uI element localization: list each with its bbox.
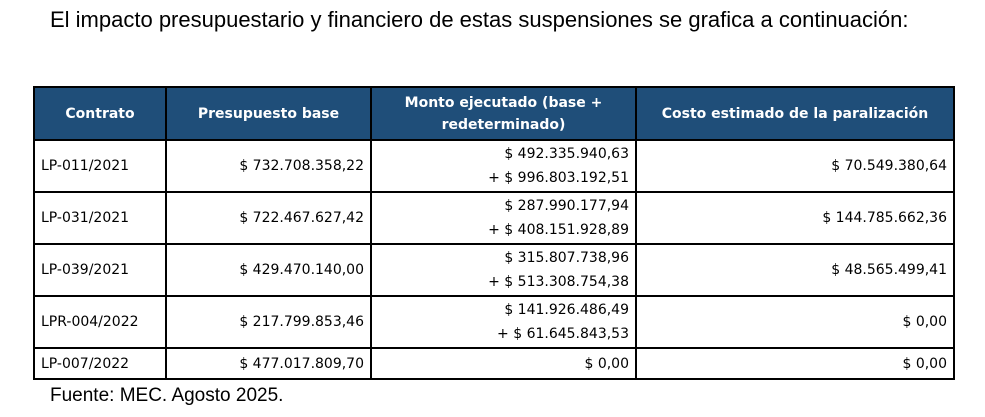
cell-presupuesto: $ 477.017.809,70 — [165, 347, 372, 380]
monto-base: $ 492.335.940,63 — [504, 146, 629, 162]
monto-redeterminado: + $ 513.308.754,38 — [488, 274, 629, 290]
budget-table: Contrato Presupuesto base Monto ejecutad… — [33, 86, 955, 380]
table-row: LPR-004/2022 $ 217.799.853,46 $ 141.926.… — [33, 295, 955, 349]
cell-contrato: LP-007/2022 — [33, 347, 167, 380]
cell-monto: $ 141.926.486,49 + $ 61.645.843,53 — [370, 295, 637, 349]
cell-presupuesto: $ 217.799.853,46 — [165, 295, 372, 349]
cell-presupuesto: $ 722.467.627,42 — [165, 191, 372, 245]
source-note: Fuente: MEC. Agosto 2025. — [50, 385, 284, 406]
table-row: LP-039/2021 $ 429.470.140,00 $ 315.807.7… — [33, 243, 955, 297]
monto-base: $ 287.990.177,94 — [504, 198, 629, 214]
cell-costo: $ 144.785.662,36 — [635, 191, 955, 245]
cell-costo: $ 0,00 — [635, 347, 955, 380]
cell-contrato: LP-011/2021 — [33, 139, 167, 193]
cell-costo: $ 0,00 — [635, 295, 955, 349]
monto-redeterminado: + $ 408.151.928,89 — [488, 222, 629, 238]
cell-monto: $ 287.990.177,94 + $ 408.151.928,89 — [370, 191, 637, 245]
monto-redeterminado: + $ 61.645.843,53 — [497, 326, 629, 342]
table-header-row: Contrato Presupuesto base Monto ejecutad… — [33, 86, 955, 141]
header-costo-estimado: Costo estimado de la paralización — [635, 86, 955, 141]
cell-contrato: LP-031/2021 — [33, 191, 167, 245]
monto-base: $ 141.926.486,49 — [504, 302, 629, 318]
header-monto-ejecutado: Monto ejecutado (base + redeterminado) — [370, 86, 637, 141]
table-row: LP-011/2021 $ 732.708.358,22 $ 492.335.9… — [33, 139, 955, 193]
cell-contrato: LP-039/2021 — [33, 243, 167, 297]
monto-base: $ 0,00 — [584, 355, 629, 372]
cell-costo: $ 48.565.499,41 — [635, 243, 955, 297]
monto-redeterminado: + $ 996.803.192,51 — [488, 170, 629, 186]
table-row: LP-031/2021 $ 722.467.627,42 $ 287.990.1… — [33, 191, 955, 245]
header-presupuesto-base: Presupuesto base — [165, 86, 372, 141]
cell-contrato: LPR-004/2022 — [33, 295, 167, 349]
cell-presupuesto: $ 732.708.358,22 — [165, 139, 372, 193]
cell-monto: $ 492.335.940,63 + $ 996.803.192,51 — [370, 139, 637, 193]
cell-monto: $ 315.807.738,96 + $ 513.308.754,38 — [370, 243, 637, 297]
intro-paragraph: El impacto presupuestario y financiero d… — [50, 7, 909, 32]
cell-costo: $ 70.549.380,64 — [635, 139, 955, 193]
table-row: LP-007/2022 $ 477.017.809,70 $ 0,00 $ 0,… — [33, 347, 955, 380]
monto-base: $ 315.807.738,96 — [504, 250, 629, 266]
header-contrato: Contrato — [33, 86, 167, 141]
cell-monto: $ 0,00 — [370, 347, 637, 380]
cell-presupuesto: $ 429.470.140,00 — [165, 243, 372, 297]
